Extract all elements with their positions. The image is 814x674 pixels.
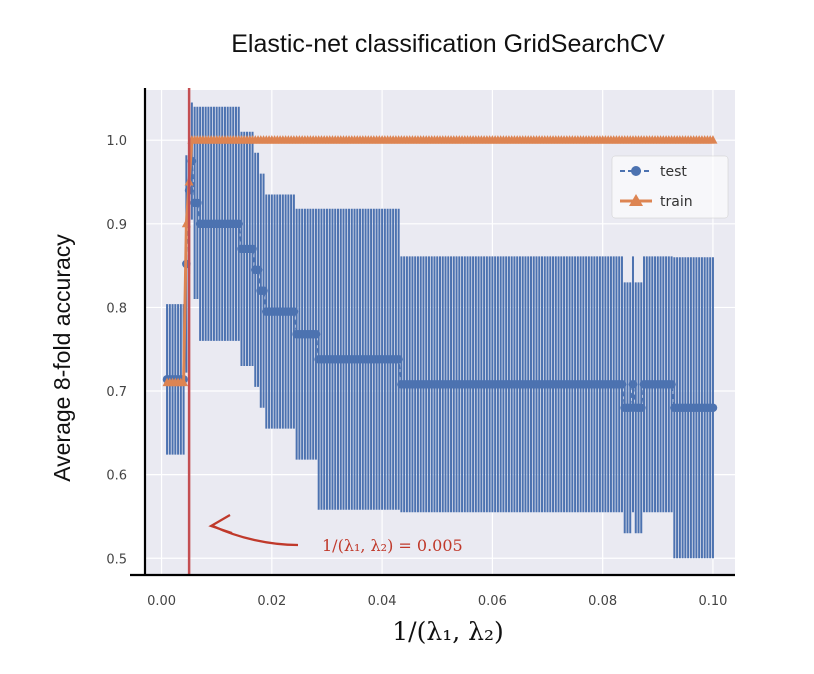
test-point [636, 403, 646, 413]
test-point [311, 329, 321, 339]
annotation: 1/(λ₁, λ₂) = 0.005 [208, 514, 463, 555]
train-point [708, 135, 718, 144]
annotation-arrowhead [208, 514, 233, 535]
annotation-text: 1/(λ₁, λ₂) = 0.005 [322, 536, 463, 555]
legend: test train [611, 155, 729, 219]
train-point [179, 377, 189, 387]
test-point [289, 307, 299, 316]
y-tick-label: 0.6 [106, 469, 127, 484]
x-tick-label: 0.00 [147, 594, 176, 609]
legend-train-label: train [660, 194, 693, 210]
y-tick-label: 0.7 [106, 385, 127, 400]
y-tick-label: 0.9 [106, 218, 127, 233]
y-tick-label: 1.0 [106, 134, 127, 149]
train-series [162, 135, 718, 387]
test-point [628, 380, 638, 389]
x-tick-label: 0.06 [478, 594, 507, 609]
x-tick-label: 0.10 [698, 594, 727, 609]
x-tick-label: 0.08 [588, 594, 617, 609]
y-tick-label: 0.8 [106, 301, 127, 316]
test-point [394, 354, 403, 364]
test-point [667, 380, 676, 389]
x-tick-label: 0.04 [368, 594, 397, 609]
test-point [234, 219, 244, 229]
test-point [253, 265, 263, 275]
test-series [162, 156, 718, 413]
y-axis-label: Average 8-fold accuracy [49, 234, 75, 482]
x-axis-label: 1/(λ₁, λ₂) [392, 617, 503, 646]
x-tick-label: 0.02 [257, 594, 286, 609]
x-tick-labels: 0.00 0.02 0.04 0.06 0.08 0.10 [147, 594, 727, 609]
test-point [193, 198, 202, 208]
test-point [248, 244, 257, 254]
test-point [617, 380, 627, 389]
legend-test-marker [631, 166, 641, 176]
y-tick-label: 0.5 [106, 552, 127, 567]
chart-title: Elastic-net classification GridSearchCV [231, 30, 665, 58]
legend-train-marker [629, 194, 643, 206]
legend-test-label: test [660, 164, 687, 180]
test-point [259, 286, 268, 295]
test-point [708, 403, 718, 413]
y-tick-labels: 0.5 0.6 0.7 0.8 0.9 1.0 [106, 134, 127, 567]
